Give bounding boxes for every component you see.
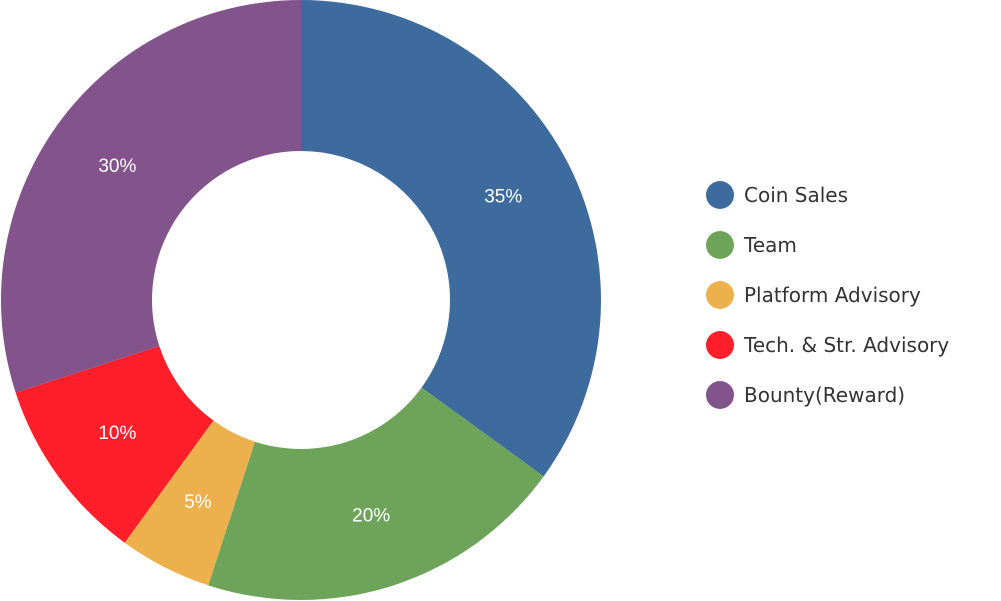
legend-label: Platform Advisory (744, 283, 921, 307)
legend-swatch (706, 381, 734, 409)
donut-slices (0, 0, 601, 600)
legend-swatch (706, 281, 734, 309)
slice-label: 35% (484, 186, 522, 207)
legend: Coin Sales Team Platform Advisory Tech. & S… (706, 170, 949, 420)
legend-label: Tech. & Str. Advisory (744, 333, 950, 357)
legend-label: Bounty(Reward) (744, 383, 906, 407)
legend-swatch (706, 231, 734, 259)
slice-team (208, 387, 544, 600)
legend-item: Bounty(Reward) (706, 370, 949, 420)
slice-label: 5% (184, 492, 212, 513)
legend-label: Team (744, 233, 797, 257)
slice-label: 10% (98, 423, 136, 444)
slice-labels: 35% 20% 5% 10% 30% (98, 156, 522, 526)
slice-coin-sales (301, 0, 601, 477)
slice-tech-str-advisory (15, 346, 214, 543)
slice-bounty-reward (0, 0, 302, 393)
legend-swatch (706, 331, 734, 359)
legend-swatch (706, 181, 734, 209)
legend-label: Coin Sales (744, 183, 849, 207)
legend-item: Tech. & Str. Advisory (706, 320, 949, 370)
legend-item: Team (706, 220, 949, 270)
legend-item: Coin Sales (706, 170, 949, 220)
slice-label: 30% (98, 156, 136, 177)
legend-item: Platform Advisory (706, 270, 949, 320)
slice-platform-advisory (124, 420, 255, 586)
slice-label: 20% (352, 505, 390, 526)
donut-chart: 35% 20% 5% 10% 30% (0, 0, 601, 600)
